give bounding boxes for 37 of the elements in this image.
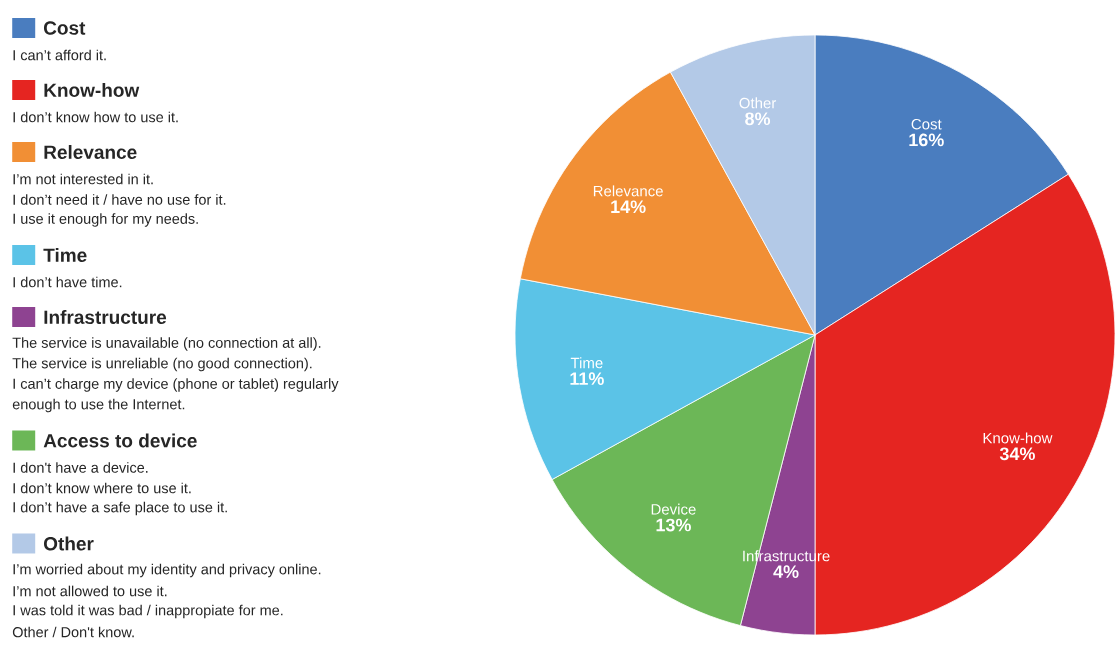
data-label: 4% (773, 565, 799, 578)
text: I don’t know where to use it. (13, 482, 191, 494)
data-label: 8% (745, 112, 771, 126)
text: I don’t need it / have no use for it. (13, 194, 226, 205)
text: I don’t know how to use it. (13, 111, 178, 123)
text: Access to device (43, 433, 197, 448)
text: Other (44, 536, 94, 551)
text: The service is unreliable (no good connection). (12, 357, 312, 372)
text: Other / Don't know. (12, 626, 134, 638)
slice-label: Other (739, 97, 777, 109)
text: I don’t have a safe place to use it. (13, 501, 227, 516)
slice-label: Time (570, 357, 603, 369)
text: Time (43, 248, 87, 262)
data-label: 13% (656, 518, 691, 532)
text: I don't have a device. (13, 462, 148, 473)
text: I’m not interested in it. (13, 173, 153, 185)
text: I can’t charge my device (phone or tablet) regularly (13, 378, 339, 392)
text: I can’t afford it. (13, 49, 106, 61)
text: The service is unavailable (no connection at all). (12, 337, 321, 351)
text: I don’t have time. (13, 276, 122, 288)
slice-label: Device (651, 503, 696, 515)
text: I’m not allowed to use it. (13, 585, 167, 597)
text: enough to use the Internet. (12, 398, 185, 413)
text: Know-how (44, 83, 140, 97)
text: I’m worried about my identity and privacy online. (13, 563, 321, 578)
text: Infrastructure (44, 310, 167, 324)
slice-label: Relevance (593, 185, 663, 197)
text: Relevance (44, 145, 137, 159)
text: I use it enough for my needs. (13, 213, 198, 227)
text: I was told it was bad / inappropiate for me. (13, 604, 283, 619)
data-label: 11% (570, 372, 604, 385)
data-label: 14% (611, 200, 646, 214)
slice-label: Cost (911, 118, 942, 130)
data-label: 16% (909, 133, 944, 147)
data-label: 34% (999, 447, 1035, 461)
text: Cost (44, 21, 86, 35)
slice-label: Know-how (983, 432, 1053, 444)
